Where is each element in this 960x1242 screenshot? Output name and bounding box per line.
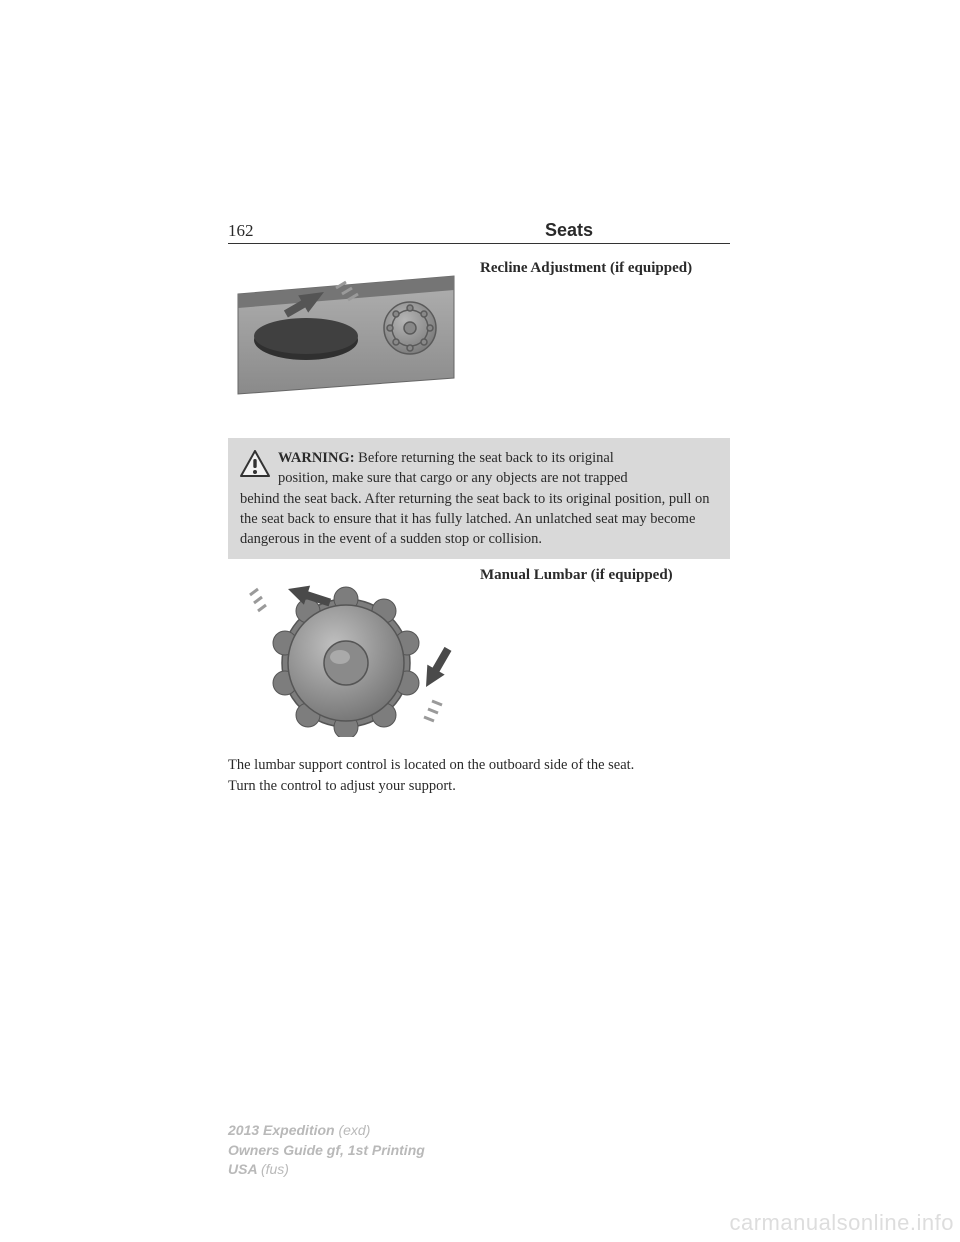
footer-region-code: (fus) <box>261 1161 289 1177</box>
manual-page: 162 Seats <box>0 0 960 796</box>
warning-text-rest: behind the seat back. After returning th… <box>240 489 718 550</box>
footer-model: 2013 Expedition <box>228 1122 335 1138</box>
recline-title: Recline Adjustment (if equipped) <box>480 258 692 402</box>
lumbar-svg <box>228 567 464 737</box>
warning-box: WARNING: Before returning the seat back … <box>228 438 730 559</box>
warning-icon <box>240 450 270 478</box>
footer-guide: Owners Guide gf, 1st Printing <box>228 1142 425 1158</box>
warning-text-indent: position, make sure that cargo or any ob… <box>278 470 628 486</box>
figure-lumbar <box>228 567 464 737</box>
warning-text-inline: Before returning the seat back to its or… <box>358 450 614 466</box>
page-footer: 2013 Expedition (exd) Owners Guide gf, 1… <box>228 1121 425 1180</box>
lumbar-body-line2: Turn the control to adjust your support. <box>228 778 456 794</box>
watermark: carmanualsonline.info <box>729 1210 954 1236</box>
chapter-title: Seats <box>408 220 730 241</box>
warning-label: WARNING: <box>278 450 355 466</box>
section-recline: Recline Adjustment (if equipped) <box>228 258 730 402</box>
section-lumbar: Manual Lumbar (if equipped) <box>228 567 730 737</box>
figure-recline <box>228 258 464 402</box>
lumbar-body: The lumbar support control is located on… <box>228 755 730 796</box>
recline-svg <box>228 258 464 402</box>
warning-text-block: WARNING: Before returning the seat back … <box>278 448 628 489</box>
page-number: 162 <box>228 221 408 241</box>
lumbar-body-line1: The lumbar support control is located on… <box>228 757 634 773</box>
lumbar-title: Manual Lumbar (if equipped) <box>480 567 673 737</box>
page-header: 162 Seats <box>228 220 730 244</box>
footer-model-code: (exd) <box>338 1122 370 1138</box>
footer-region: USA <box>228 1161 257 1177</box>
